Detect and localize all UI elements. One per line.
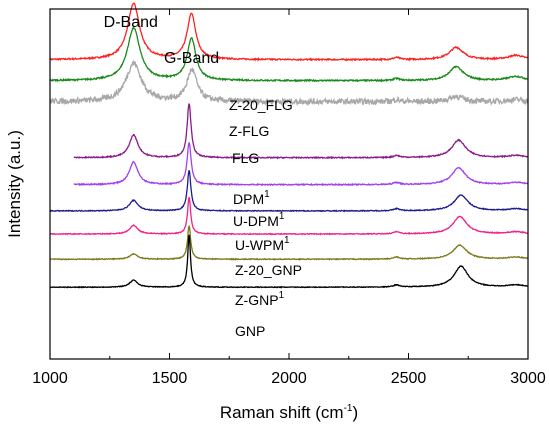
series-label-text: FLG (232, 150, 259, 166)
x-axis-title: Raman shift (cm-1) (220, 403, 358, 422)
series-label-text: DPM (233, 191, 264, 207)
series-label-text: U-DPM (233, 213, 279, 229)
series-label-sup: 1 (284, 235, 290, 246)
x-axis-title-text: Raman shift (cm (220, 403, 344, 422)
series-label-sup: 1 (264, 189, 270, 200)
series-line-gnp (49, 234, 529, 289)
series-label-text: Z-GNP (235, 292, 279, 308)
annotation-g-band: G-Band (164, 50, 219, 67)
series-label-text: Z-20_FLG (229, 97, 293, 113)
x-tick-label-1000: 1000 (32, 370, 68, 387)
x-axis-title-sup: -1 (344, 403, 353, 414)
series-label-sup: 1 (279, 211, 285, 222)
series-lines (49, 2, 529, 289)
series-labels: Z-20_FLGZ-FLGFLGDPM1U-DPM1U-WPM1Z-20_GNP… (229, 97, 302, 339)
series-label-sup: 1 (279, 290, 285, 301)
series-label-gnp: GNP (235, 323, 265, 339)
series-label-u-wpm: U-WPM1 (235, 235, 290, 253)
series-line-z-20-flg (49, 2, 529, 63)
series-label-text: U-WPM (235, 237, 284, 253)
series-label-text: Z-20_GNP (235, 262, 302, 278)
x-axis-title-end: ) (352, 403, 358, 422)
series-line-z-flg (49, 25, 529, 83)
series-line-u-wpm (49, 170, 528, 213)
series-label-flg: FLG (232, 150, 259, 166)
annotation-d-band: D-Band (104, 14, 158, 31)
x-axis-ticks: 1000 1500 2000 2500 3000 (32, 9, 546, 387)
series-label-u-dpm: U-DPM1 (233, 211, 285, 229)
y-axis-title: Intensity (a.u.) (5, 130, 24, 238)
series-line-u-dpm (73, 141, 529, 187)
x-tick-label-2000: 2000 (271, 370, 307, 387)
series-label-z-flg: Z-FLG (229, 123, 269, 139)
series-line-z-gnp (49, 224, 529, 261)
series-line-dpm (73, 103, 529, 160)
series-label-z-gnp: Z-GNP1 (235, 290, 285, 308)
series-line-z-20-gnp (49, 197, 529, 236)
series-label-z-20-flg: Z-20_FLG (229, 97, 293, 113)
x-tick-label-1500: 1500 (152, 370, 188, 387)
series-line-flg (49, 59, 529, 107)
series-label-dpm: DPM1 (233, 189, 270, 207)
x-tick-label-2500: 2500 (391, 370, 427, 387)
series-label-z-20-gnp: Z-20_GNP (235, 262, 302, 278)
series-label-text: GNP (235, 323, 265, 339)
x-tick-label-3000: 3000 (510, 370, 546, 387)
series-label-text: Z-FLG (229, 123, 269, 139)
